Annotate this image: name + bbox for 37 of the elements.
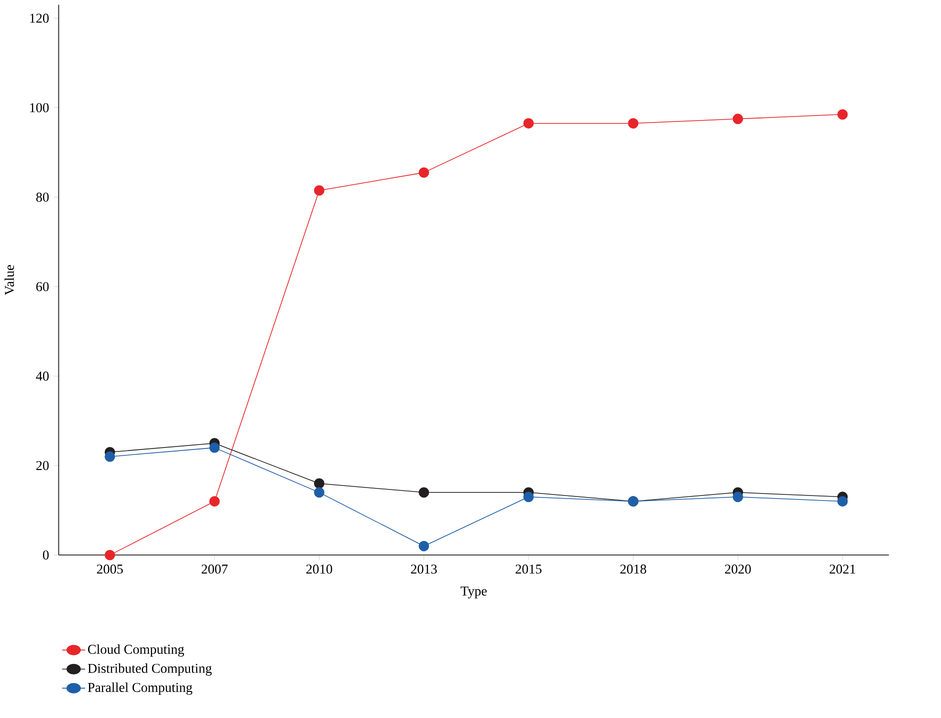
- legend-label: Parallel Computing: [88, 682, 192, 695]
- x-tick-label: 2005: [96, 564, 123, 574]
- point: [732, 114, 744, 124]
- point: [418, 487, 430, 498]
- legend-label: Distributed Computing: [88, 663, 212, 676]
- point: [104, 451, 116, 462]
- y-tick-label: 100: [30, 103, 49, 112]
- point: [418, 540, 430, 552]
- x-tick-label: 2020: [725, 564, 751, 574]
- y-tick-label: 40: [36, 371, 49, 381]
- point: [837, 109, 848, 120]
- point: [523, 492, 534, 502]
- y-tick-label: 120: [30, 14, 49, 23]
- y-axis-title: Value: [4, 264, 14, 296]
- x-tick-label: 2010: [306, 564, 332, 574]
- point: [314, 185, 324, 196]
- point: [418, 167, 430, 178]
- point: [523, 118, 534, 128]
- point: [209, 496, 220, 506]
- x-tick-label: 2013: [410, 564, 437, 574]
- x-tick-label: 2007: [202, 564, 228, 574]
- point: [837, 496, 848, 506]
- x-axis-title: Type: [460, 586, 487, 598]
- point: [732, 492, 744, 502]
- x-tick-label: 2018: [620, 564, 646, 574]
- point: [209, 442, 220, 453]
- point: [104, 550, 116, 560]
- x-tick-label: 2021: [830, 564, 856, 574]
- point: [314, 487, 324, 498]
- point: [628, 118, 638, 128]
- point: [314, 478, 324, 489]
- y-tick-label: 20: [36, 460, 49, 470]
- y-tick-label: 0: [42, 550, 49, 560]
- y-tick-label: 60: [36, 282, 49, 292]
- y-tick-label: 80: [36, 192, 49, 202]
- legend-label: Cloud Computing: [88, 644, 184, 657]
- x-tick-label: 2015: [516, 564, 542, 574]
